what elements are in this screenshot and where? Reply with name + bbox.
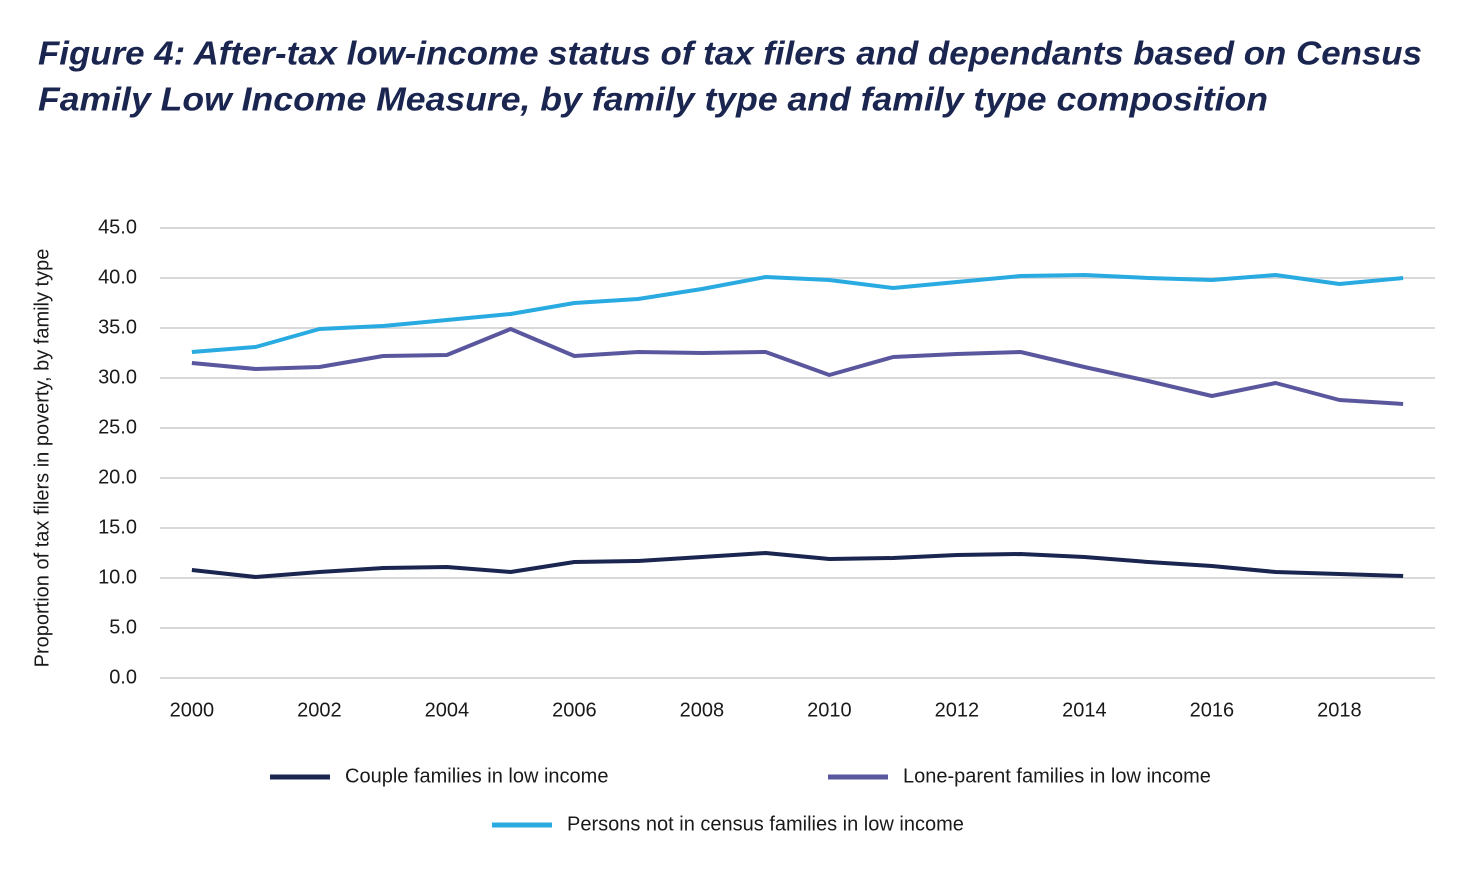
legend-label: Persons not in census families in low in… [567,813,964,835]
y-tick-label: 20.0 [98,466,137,488]
y-axis-label: Proportion of tax filers in poverty, by … [31,249,53,668]
y-tick-label: 45.0 [98,216,137,238]
chart-title: Family Low Income Measure, by family typ… [38,81,1268,118]
x-tick-label: 2006 [552,699,597,721]
series-line [191,551,1404,579]
y-tick-label: 0.0 [109,666,137,688]
legend-label: Lone-parent families in low income [903,765,1211,787]
y-tick-label: 30.0 [98,366,137,388]
x-tick-label: 2018 [1317,699,1362,721]
y-tick-label: 15.0 [98,516,137,538]
x-tick-label: 2008 [680,699,725,721]
x-tick-label: 2000 [170,699,215,721]
x-tick-label: 2004 [425,699,470,721]
x-tick-label: 2014 [1062,699,1107,721]
x-tick-label: 2002 [297,699,342,721]
y-tick-label: 40.0 [98,266,137,288]
y-tick-label: 25.0 [98,416,137,438]
x-tick-label: 2016 [1190,699,1235,721]
legend-label: Couple families in low income [345,765,608,787]
series-line [191,327,1404,406]
chart-title: Figure 4: After-tax low-income status of… [38,35,1422,72]
y-tick-label: 5.0 [109,616,137,638]
y-tick-label: 35.0 [98,316,137,338]
x-tick-label: 2012 [935,699,980,721]
y-tick-label: 10.0 [98,566,137,588]
series-line [191,273,1404,354]
x-tick-label: 2010 [807,699,852,721]
